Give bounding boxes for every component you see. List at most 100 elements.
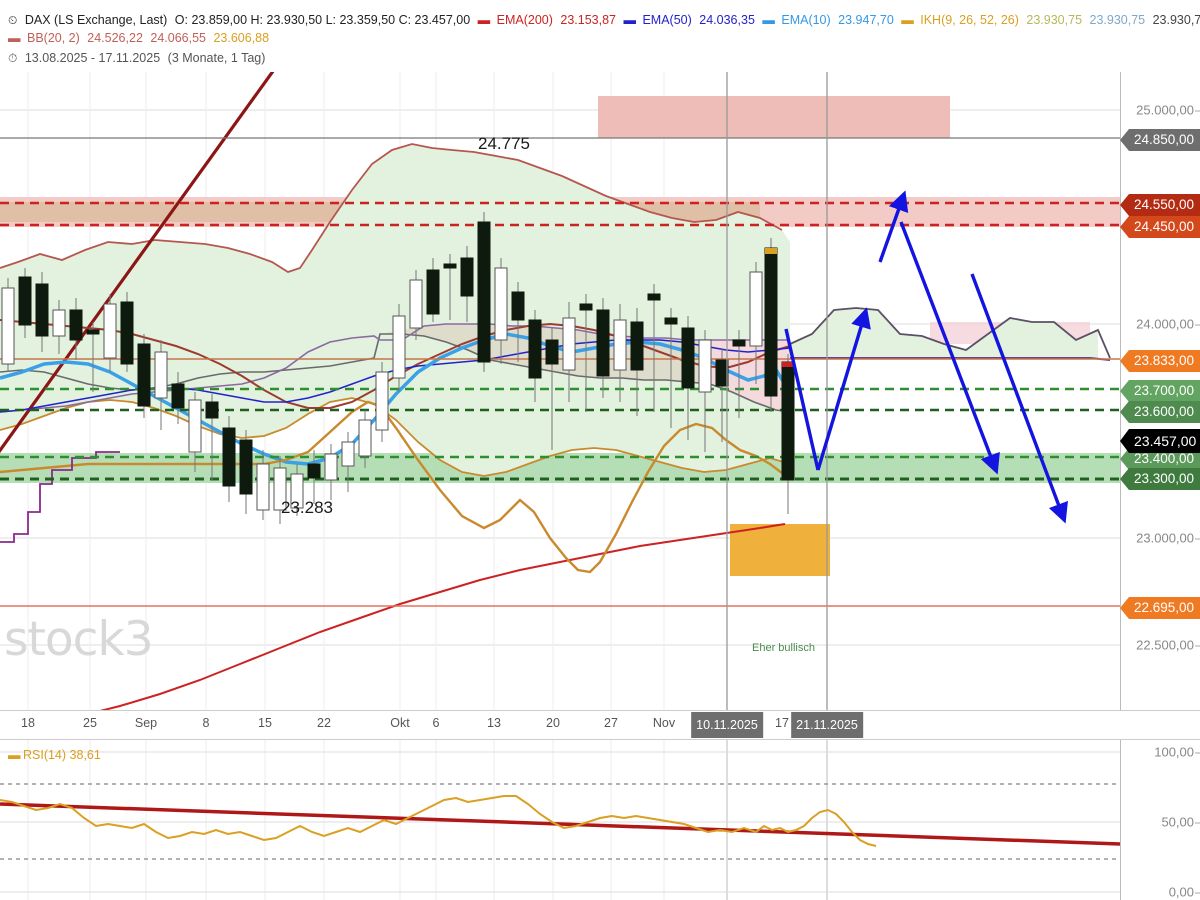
candle xyxy=(222,416,236,502)
bollinger-upper-band xyxy=(0,143,783,273)
up-arrow-1 xyxy=(816,307,871,471)
candle xyxy=(494,258,508,364)
date-range: 13.08.2025 - 17.11.2025 xyxy=(24,51,161,65)
candle xyxy=(154,340,168,430)
ema10-marker-icon: ▬ xyxy=(762,13,774,27)
candle xyxy=(681,316,695,440)
rsi-tick-100: 100,00 xyxy=(1154,744,1200,760)
candle xyxy=(460,246,474,322)
ema50-value: 24.036,35 xyxy=(699,13,755,27)
price-tag-22695[interactable]: 22.695,00 xyxy=(1120,597,1200,619)
candle xyxy=(290,464,304,516)
candle xyxy=(52,300,66,354)
price-tag-23600[interactable]: 23.600,00 xyxy=(1120,401,1200,423)
time-label-20: 20 xyxy=(546,716,560,730)
ikh-value-1: 23.930,75 xyxy=(1026,13,1083,27)
candle xyxy=(732,330,746,418)
price-tag-24850[interactable]: 24.850,00 xyxy=(1120,129,1200,151)
price-tag-24550[interactable]: 24.550,00 xyxy=(1120,194,1200,216)
axis-tick-25000: 25.000,00 xyxy=(1136,102,1200,118)
rsi-axis[interactable]: 100,00 50,00 0,00 xyxy=(1120,740,1200,900)
annotation-bias-label: Eher bullisch xyxy=(752,642,815,654)
candle xyxy=(698,330,712,452)
candle xyxy=(171,372,185,424)
annotation-low-label: 23.283 xyxy=(281,498,333,517)
time-axis[interactable]: 18 25 Sep 8 15 22 Okt 6 13 20 27 Nov 17 … xyxy=(0,710,1200,740)
candle xyxy=(256,450,270,520)
watermark-logo: stock3 xyxy=(4,612,154,667)
ikh-orange-line xyxy=(0,400,787,574)
price-axis[interactable]: 25.000,00 24.000,00 23.000,00 22.500,00 … xyxy=(1120,72,1200,710)
rsi-marker-icon: ▬ xyxy=(8,748,20,762)
candle xyxy=(69,298,83,360)
axis-tick-22500: 22.500,00 xyxy=(1136,637,1200,653)
forecast-arrows xyxy=(784,190,1068,524)
candle xyxy=(307,450,321,504)
axis-tick-23000: 23.000,00 xyxy=(1136,530,1200,546)
time-label-okt: Okt xyxy=(390,716,410,730)
ema50-label: EMA(50) xyxy=(642,13,692,27)
candle xyxy=(273,456,287,524)
candle xyxy=(749,262,763,384)
rsi-legend: ▬ RSI(14) 38,61 xyxy=(8,748,101,762)
ema200-marker-icon: ▬ xyxy=(477,13,490,27)
bb-value-lower: 23.606,88 xyxy=(213,31,270,45)
rsi-level-lines xyxy=(0,751,1120,893)
time-highlight-10-11-2025[interactable]: 10.11.2025 xyxy=(691,712,763,738)
time-label-22: 22 xyxy=(317,716,331,730)
candle xyxy=(647,284,661,412)
resistance-zone-upper xyxy=(598,96,950,138)
ema10-line xyxy=(0,332,788,466)
candle xyxy=(511,282,525,362)
interval-label: (3 Monate, 1 Tag) xyxy=(167,51,266,65)
ichimoku-senkou-b xyxy=(0,323,790,413)
time-highlight-21-11-2025[interactable]: 21.11.2025 xyxy=(791,712,863,738)
candle-last xyxy=(781,354,795,514)
down-arrow-3 xyxy=(970,273,1068,524)
bb-marker-icon: ▬ xyxy=(8,31,20,45)
candle xyxy=(120,292,134,372)
candle xyxy=(392,304,406,392)
legend-row-timeframe: ⏱ 13.08.2025 - 17.11.2025 (3 Monate, 1 T… xyxy=(8,51,269,65)
price-tag-24450[interactable]: 24.450,00 xyxy=(1120,216,1200,238)
time-label-17: 17 xyxy=(775,716,789,730)
down-arrow-2 xyxy=(899,221,1000,475)
price-tag-23833[interactable]: 23.833,00 xyxy=(1120,350,1200,372)
candle xyxy=(324,444,338,500)
ema10-label: EMA(10) xyxy=(781,13,831,27)
ema200-line xyxy=(99,523,786,710)
candlestick-series xyxy=(1,212,795,524)
ikh-label: IKH(9, 26, 52, 26) xyxy=(920,13,1019,27)
ichimoku-future-senkou-a xyxy=(789,307,1111,359)
price-chart-pane[interactable]: 24.775 23.283 Eher bullisch xyxy=(0,72,1120,710)
candle xyxy=(18,268,32,338)
candle xyxy=(1,278,15,372)
ema50-marker-icon: ▬ xyxy=(623,13,635,27)
candle xyxy=(664,308,678,428)
chart-legend: ⏲ DAX (LS Exchange, Last) O: 23.859,00 H… xyxy=(0,0,1200,72)
candle xyxy=(596,298,610,398)
candlestick-icon: ⏲ xyxy=(8,13,18,27)
candle xyxy=(86,322,100,392)
time-label-13: 13 xyxy=(487,716,501,730)
rsi-chart-pane[interactable] xyxy=(0,740,1120,900)
time-label-sep: Sep xyxy=(134,716,158,730)
candle xyxy=(358,410,372,468)
price-tag-last[interactable]: 23.457,00 xyxy=(1120,429,1200,453)
candle xyxy=(35,272,49,352)
ikh-value-2: 23.930,75 xyxy=(1089,13,1146,27)
rsi-line xyxy=(0,795,877,847)
candle xyxy=(137,334,151,418)
bb-value-mid: 24.066,55 xyxy=(150,31,206,45)
rsi-tick-0: 0,00 xyxy=(1168,884,1200,900)
bollinger-lower-band xyxy=(0,397,791,477)
price-tag-23300[interactable]: 23.300,00 xyxy=(1120,468,1200,490)
legend-row-main: ⏲ DAX (LS Exchange, Last) O: 23.859,00 H… xyxy=(8,13,1200,27)
time-label-15: 15 xyxy=(258,716,272,730)
price-tag-23700[interactable]: 23.700,00 xyxy=(1120,380,1200,402)
candle xyxy=(477,212,491,372)
instrument-name: DAX (LS Exchange, Last) xyxy=(24,13,168,27)
rsi-value: 38,61 xyxy=(69,748,101,762)
price-tag-23400[interactable]: 23.400,00 xyxy=(1120,448,1200,470)
